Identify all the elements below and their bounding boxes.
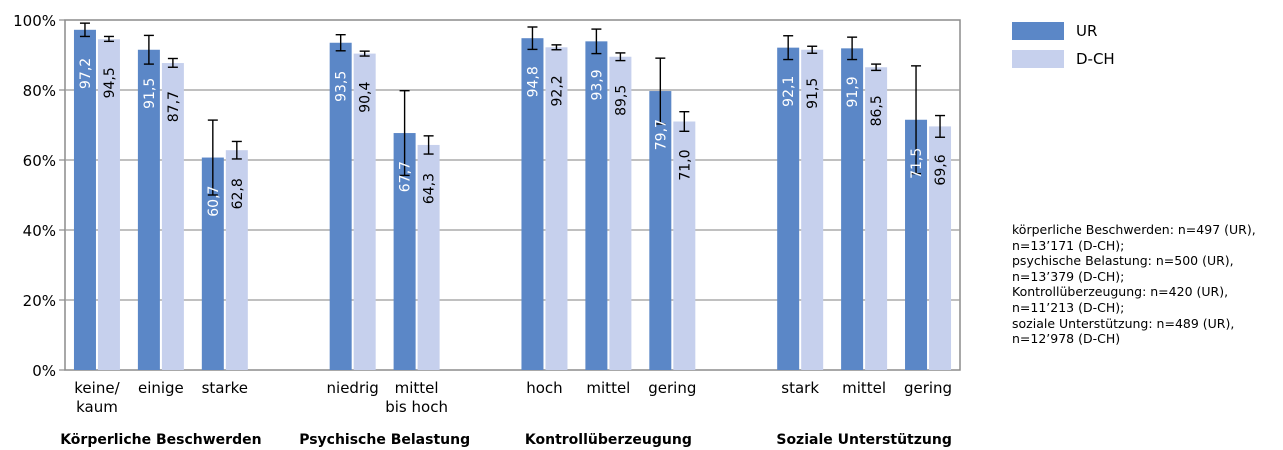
legend-swatch-dch [1012,50,1064,68]
data-label: 91,9 [845,76,861,107]
data-label: 71,0 [677,150,693,181]
legend-label-ur: UR [1076,22,1098,40]
data-label: 90,4 [358,82,374,113]
data-label: 79,7 [653,119,669,150]
data-label: 64,3 [422,173,438,204]
bar-ur [777,47,800,371]
bar-dch [417,144,440,370]
data-label: 71,5 [909,148,925,179]
data-label: 92,2 [549,75,565,106]
category-label: einige [138,379,184,397]
data-label: 89,5 [613,85,629,116]
bar-dch [161,63,184,371]
category-label: bis hoch [385,398,448,416]
data-label: 69,6 [933,154,949,185]
data-label: 93,5 [334,71,350,102]
bar-ur [521,38,544,370]
bar-ur [201,157,224,370]
bar-dch [97,39,120,370]
data-label: 97,2 [78,58,94,89]
bar-ur [649,91,672,371]
category-label: mittel [842,379,886,397]
note-line: Kontrollüberzeugung: n=420 (UR), [1012,284,1229,300]
data-label: 62,8 [230,178,246,209]
bar-dch [545,47,568,371]
sample-size-note: körperliche Beschwerden: n=497 (UR), n=1… [1012,222,1282,347]
bar-dch [609,56,632,370]
category-label: gering [904,379,952,397]
legend: UR D-CH [1012,20,1115,76]
category-label: niedrig [327,379,379,397]
note-line: n=11’213 (D-CH); [1012,299,1125,315]
category-label: kaum [76,398,118,416]
data-label: 92,1 [781,76,797,107]
legend-item-ur: UR [1012,20,1115,42]
note-line: n=13’171 (D-CH); [1012,237,1125,253]
legend-swatch-ur [1012,22,1064,40]
note-line: soziale Unterstützung: n=489 (UR), [1012,315,1235,331]
legend-label-dch: D-CH [1076,50,1115,68]
bar-ur [393,133,416,370]
bar-dch [865,67,888,370]
data-label: 93,9 [589,69,605,100]
y-tick-label: 20% [23,292,56,310]
bar-dch [225,150,248,370]
data-label: 86,5 [869,95,885,126]
bar-ur [73,29,96,371]
bar-dch [801,49,824,370]
bar-ur [585,41,608,370]
y-tick-label: 80% [23,82,56,100]
plot-area [64,19,961,371]
data-label: 91,5 [142,78,158,109]
bar-ur [841,48,864,370]
data-label: 67,7 [398,161,414,192]
category-label: stark [781,379,819,397]
data-label: 91,5 [805,78,821,109]
legend-item-dch: D-CH [1012,48,1115,70]
category-label: hoch [526,379,562,397]
bar-ur [329,42,352,370]
y-tick-label: 40% [23,222,56,240]
y-tick-label: 60% [23,152,56,170]
bar-dch [353,53,376,370]
category-label: keine/ [74,379,120,397]
bar-dch [673,121,696,370]
group-label: Körperliche Beschwerden [60,432,261,448]
category-label: mittel [586,379,630,397]
y-tick-label: 0% [32,362,56,380]
note-line: n=12’978 (D-CH) [1012,331,1121,347]
category-label: starke [202,379,248,397]
data-label: 94,5 [102,67,118,98]
bar-dch [929,126,952,371]
bar-ur [905,119,928,370]
bar-ur [137,49,160,370]
note-line: körperliche Beschwerden: n=497 (UR), [1012,222,1256,237]
note-line: psychische Belastung: n=500 (UR), [1012,253,1234,269]
data-label: 60,7 [206,186,222,217]
group-label: Kontrollüberzeugung [525,432,692,448]
group-label: Soziale Unterstützung [776,432,951,448]
y-tick-label: 100% [13,12,56,30]
category-label: gering [648,379,696,397]
bar-chart: 0% 20% 40% 60% 80% 100% 97,2 94,5 keine/kaum 91,5… [13,12,961,448]
group-label: Psychische Belastung [299,432,470,448]
category-label: mittel [395,379,439,397]
data-label: 87,7 [166,91,182,122]
note-line: n=13’379 (D-CH); [1012,268,1125,284]
data-label: 94,8 [525,66,541,97]
